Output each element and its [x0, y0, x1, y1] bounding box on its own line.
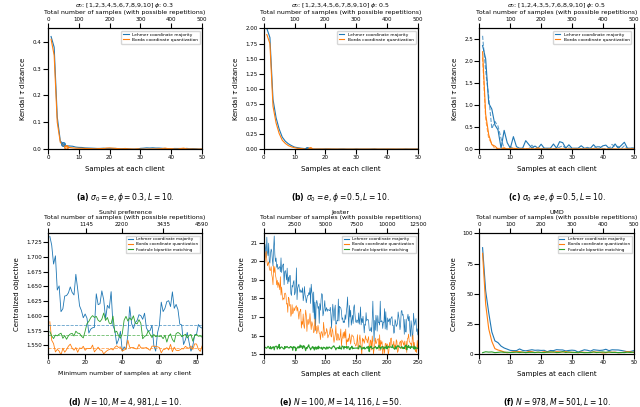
- X-axis label: Samples at each client: Samples at each client: [85, 166, 165, 172]
- X-axis label: Sushi preference
Total number of samples (with possible repetitions): Sushi preference Total number of samples…: [44, 210, 205, 221]
- X-axis label: Samples at each client: Samples at each client: [301, 371, 381, 377]
- Legend: Lehmer coordinate majority, Borda coordinate quantization: Lehmer coordinate majority, Borda coordi…: [337, 31, 415, 44]
- X-axis label: Samples at each client: Samples at each client: [516, 371, 596, 377]
- X-axis label: $\sigma_0$: [1,2,3,4,5,6,7,8,9,10] $\phi$: 0.3
Total number of samples (with pos: $\sigma_0$: [1,2,3,4,5,6,7,8,9,10] $\phi…: [44, 1, 205, 15]
- Text: (b) $\sigma_0 = e, \phi = 0.5, L = 10.$: (b) $\sigma_0 = e, \phi = 0.5, L = 10.$: [291, 191, 390, 204]
- X-axis label: Samples at each client: Samples at each client: [516, 166, 596, 172]
- X-axis label: UMD
Total number of samples (with possible repetitions): UMD Total number of samples (with possib…: [476, 210, 637, 221]
- X-axis label: $\sigma_0$: [1,2,3,4,5,6,7,8,9,10] $\phi$: 0.5
Total number of samples (with pos: $\sigma_0$: [1,2,3,4,5,6,7,8,9,10] $\phi…: [260, 1, 422, 15]
- X-axis label: $\sigma_0$: [1,2,4,3,5,7,6,8,9,10] $\phi$: 0.5
Total number of samples (with pos: $\sigma_0$: [1,2,4,3,5,7,6,8,9,10] $\phi…: [476, 1, 637, 15]
- Text: (a) $\sigma_0 = e, \phi = 0.3, L = 10.$: (a) $\sigma_0 = e, \phi = 0.3, L = 10.$: [76, 191, 174, 204]
- Text: (f) $N = 978, M = 501, L = 10.$: (f) $N = 978, M = 501, L = 10.$: [502, 396, 611, 407]
- Y-axis label: Kendal $\tau$ distance: Kendal $\tau$ distance: [450, 57, 459, 121]
- Y-axis label: Kendal $\tau$ distance: Kendal $\tau$ distance: [19, 57, 28, 121]
- X-axis label: Samples at each client: Samples at each client: [301, 166, 381, 172]
- Y-axis label: Centralized objective: Centralized objective: [15, 257, 20, 330]
- Text: (c) $\sigma_0 \neq e, \phi = 0.5, L = 10.$: (c) $\sigma_0 \neq e, \phi = 0.5, L = 10…: [508, 191, 605, 204]
- X-axis label: Jester
Total number of samples (with possible repetitions): Jester Total number of samples (with pos…: [260, 210, 422, 221]
- Y-axis label: Centralized objective: Centralized objective: [239, 257, 245, 330]
- Legend: Lehmer coordinate majority, Borda coordinate quantization, Footrule bipartite ma: Lehmer coordinate majority, Borda coordi…: [557, 236, 632, 254]
- Legend: Lehmer coordinate majority, Borda coordinate quantization, Footrule bipartite ma: Lehmer coordinate majority, Borda coordi…: [342, 236, 416, 254]
- X-axis label: Minimum number of samples at any client: Minimum number of samples at any client: [58, 371, 191, 376]
- Y-axis label: Kendal $\tau$ distance: Kendal $\tau$ distance: [230, 57, 240, 121]
- Text: (e) $N = 100, M = 14,116, L = 50.$: (e) $N = 100, M = 14,116, L = 50.$: [279, 396, 403, 407]
- Text: (d) $N = 10, M = 4,981, L = 10.$: (d) $N = 10, M = 4,981, L = 10.$: [68, 396, 182, 407]
- Legend: Lehmer coordinate majority, Borda coordinate quantization, Footrule bipartite ma: Lehmer coordinate majority, Borda coordi…: [126, 236, 200, 254]
- Y-axis label: Centralized objective: Centralized objective: [451, 257, 457, 330]
- Legend: Lehmer coordinate majority, Borda coordinate quantization: Lehmer coordinate majority, Borda coordi…: [122, 31, 200, 44]
- Legend: Lehmer coordinate majority, Borda coordinate quantization: Lehmer coordinate majority, Borda coordi…: [553, 31, 632, 44]
